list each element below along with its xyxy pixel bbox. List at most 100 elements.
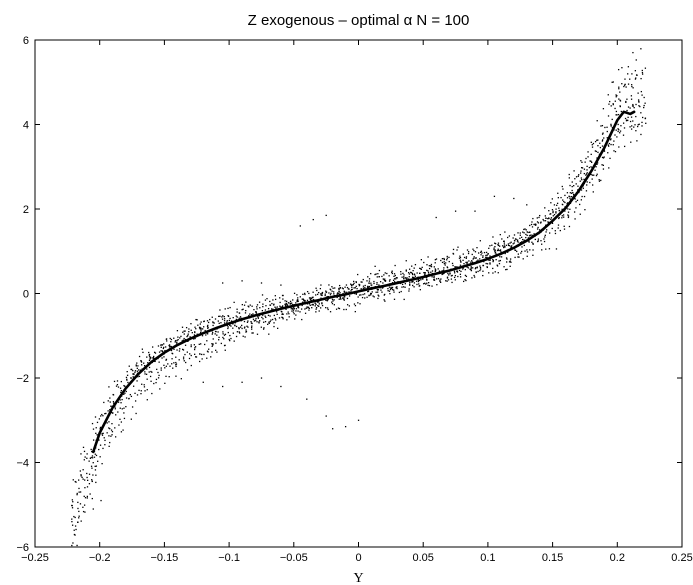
scatter-point — [443, 261, 445, 263]
scatter-point — [312, 291, 314, 293]
scatter-point — [167, 363, 169, 365]
scatter-point — [230, 325, 232, 327]
scatter-point — [391, 282, 394, 284]
scatter-point — [635, 77, 637, 79]
scatter-point — [366, 296, 368, 298]
scatter-point — [527, 237, 530, 239]
scatter-point — [206, 320, 209, 322]
scatter-point — [422, 283, 425, 285]
scatter-point — [71, 521, 73, 523]
scatter-point — [433, 266, 435, 268]
scatter-point — [176, 341, 178, 343]
scatter-point — [229, 306, 231, 309]
scatter-point — [497, 242, 500, 244]
scatter-point — [92, 474, 94, 476]
scatter-point — [343, 299, 345, 301]
scatter-point — [492, 236, 494, 238]
scatter-point — [293, 292, 296, 294]
scatter-point — [179, 337, 181, 339]
scatter-point — [309, 297, 312, 299]
scatter-point — [144, 371, 146, 373]
scatter-point — [531, 226, 534, 228]
scatter-point — [316, 293, 319, 296]
scatter-point — [189, 336, 191, 338]
scatter-point — [175, 356, 177, 358]
scatter-point — [104, 413, 106, 415]
scatter-point — [625, 101, 627, 104]
scatter-point — [125, 405, 127, 408]
scatter-point — [184, 338, 186, 341]
scatter-point — [578, 174, 580, 176]
scatter-point — [289, 300, 292, 303]
scatter-point — [107, 410, 109, 412]
scatter-point — [211, 345, 213, 347]
scatter-point — [501, 245, 504, 247]
scatter-point — [336, 293, 338, 295]
scatter-point — [590, 141, 592, 143]
scatter-point — [336, 296, 338, 299]
scatter-point — [585, 174, 587, 176]
scatter-point — [345, 308, 347, 311]
scatter-point — [333, 299, 335, 301]
scatter-point — [285, 308, 287, 310]
scatter-point — [446, 255, 448, 258]
scatter-point — [530, 223, 533, 226]
scatter-point — [610, 125, 612, 127]
scatter-point — [315, 311, 317, 313]
scatter-point — [632, 120, 634, 122]
scatter-point — [479, 265, 481, 267]
scatter-point — [146, 356, 148, 358]
scatter-point — [262, 314, 264, 316]
scatter-point — [198, 343, 200, 345]
scatter-point — [556, 202, 559, 204]
scatter-point — [201, 335, 204, 337]
scatter-point — [610, 105, 612, 107]
scatter-point — [138, 369, 140, 371]
scatter-point — [222, 282, 224, 284]
scatter-point — [558, 209, 561, 212]
scatter-point — [507, 243, 510, 245]
scatter-point — [462, 268, 464, 270]
scatter-point — [304, 300, 306, 302]
scatter-point — [464, 274, 467, 277]
scatter-point — [158, 374, 160, 377]
scatter-point — [513, 242, 515, 244]
scatter-point — [132, 376, 134, 378]
scatter-point — [400, 290, 402, 293]
scatter-point — [496, 265, 499, 267]
scatter-point — [561, 208, 563, 210]
scatter-point — [286, 300, 288, 302]
scatter-point — [325, 307, 327, 309]
scatter-point — [130, 395, 133, 398]
scatter-point — [603, 137, 605, 139]
scatter-point — [586, 169, 588, 171]
scatter-point — [148, 371, 150, 373]
scatter-point — [391, 270, 393, 272]
scatter-point — [583, 172, 585, 175]
scatter-point — [221, 316, 223, 318]
scatter-point — [641, 125, 643, 127]
scatter-point — [276, 313, 278, 315]
scatter-point — [529, 224, 531, 227]
scatter-point — [274, 298, 277, 301]
scatter-point — [109, 428, 111, 430]
scatter-point — [460, 261, 462, 263]
scatter-point — [596, 120, 598, 122]
scatter-point — [227, 326, 229, 328]
scatter-point — [512, 243, 514, 245]
scatter-point — [324, 293, 326, 295]
scatter-point — [101, 413, 103, 416]
scatter-point — [504, 252, 506, 255]
scatter-point — [282, 298, 284, 300]
scatter-point — [144, 373, 146, 375]
scatter-point — [424, 274, 426, 276]
scatter-point — [442, 272, 445, 275]
scatter-point — [241, 324, 243, 327]
scatter-point — [83, 450, 86, 453]
scatter-point — [599, 142, 601, 144]
scatter-point — [411, 272, 414, 275]
scatter-point — [290, 308, 292, 310]
scatter-point — [190, 329, 192, 331]
scatter-point — [355, 285, 357, 288]
